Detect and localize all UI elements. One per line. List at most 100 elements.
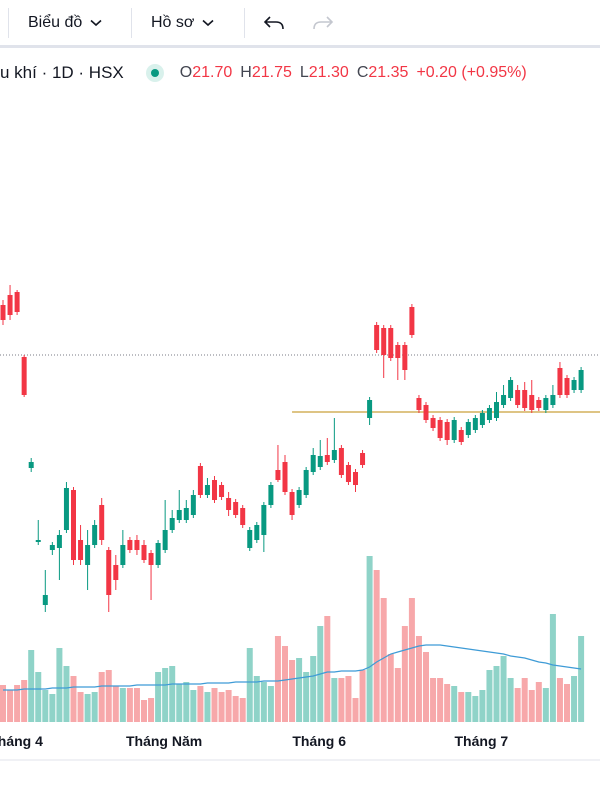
volume-bar (204, 692, 211, 722)
x-tick-label: Tháng 4 (0, 733, 43, 749)
candle-body (423, 405, 429, 420)
symbol: u khí · 1D · HSX (0, 63, 124, 82)
candle-body (99, 505, 105, 540)
volume-bar (282, 646, 288, 722)
volume-bar (162, 668, 169, 722)
candle-body (120, 545, 126, 565)
separator (131, 8, 132, 38)
volume-bar (105, 670, 112, 722)
candle-body (219, 485, 225, 497)
separator (244, 8, 245, 38)
candle-body (254, 525, 260, 540)
undo-button[interactable] (263, 0, 285, 45)
volume-bar (359, 670, 366, 722)
candle-body (212, 480, 217, 500)
candle-body (550, 395, 556, 405)
volume-bar (303, 672, 310, 722)
toolbar: Biểu đồ Hồ sơ (0, 0, 600, 48)
volume-ma-line (3, 644, 582, 691)
chart-menu-label: Biểu đồ (28, 13, 83, 31)
candle-body (240, 508, 246, 525)
volume-bar (430, 678, 437, 722)
profile-menu-label: Hồ sơ (151, 13, 195, 31)
volume-bar (296, 658, 303, 722)
candle-body (486, 408, 492, 420)
candle-body (472, 418, 478, 430)
x-tick-label: Tháng Năm (126, 733, 202, 749)
volume-bar (183, 682, 190, 722)
redo-icon (313, 15, 334, 29)
volume-bar (571, 676, 578, 722)
volume-bar (91, 692, 98, 722)
volume-bar (225, 690, 232, 722)
volume-bar (197, 686, 204, 722)
volume-bar (549, 614, 556, 722)
volume-bar (366, 556, 373, 722)
candle-body (113, 565, 119, 580)
volume-bar (126, 688, 133, 722)
candle-body (197, 466, 203, 495)
ohlc-value: 21.70 (192, 64, 233, 81)
candle-body (134, 540, 140, 550)
candle-body (190, 495, 196, 515)
candle-body (360, 453, 366, 465)
volume-bar (98, 672, 105, 722)
volume-bar (521, 678, 528, 722)
candle-body (127, 540, 133, 550)
candle-body (578, 370, 584, 390)
volume-bar (324, 616, 331, 722)
volume-bar (289, 660, 296, 722)
redo-button[interactable] (312, 0, 334, 45)
chevron-icon (202, 19, 214, 26)
volume-bar (133, 688, 140, 722)
candle-body (261, 505, 267, 535)
status-dot (145, 64, 164, 82)
volume-bar (148, 698, 155, 722)
candle-body (353, 472, 358, 485)
candle-body (465, 422, 471, 435)
volume-bar (112, 686, 119, 722)
candle-body (374, 325, 380, 350)
candle-body (0, 305, 6, 320)
volume-bar (415, 636, 422, 722)
candle-body (444, 422, 450, 440)
candle-body (162, 530, 168, 550)
candle-body (317, 456, 323, 467)
volume-bar (267, 686, 274, 722)
chart-menu[interactable]: Biểu đồ (28, 0, 102, 45)
ohlc-value: 21.35 (368, 64, 409, 81)
volume-bar (84, 694, 91, 722)
candle-body (268, 485, 274, 505)
volume-bar (479, 690, 486, 722)
candle-body (282, 462, 288, 492)
candle-body (92, 525, 98, 545)
ohlc-label: O (179, 64, 193, 81)
candle-body (522, 390, 528, 408)
candle-body (529, 395, 535, 410)
volume-bar (345, 676, 352, 722)
candle-body (169, 518, 175, 530)
candle-body (49, 545, 55, 550)
candle-body (71, 490, 76, 560)
volume-bar (253, 676, 260, 722)
candle-body (479, 413, 485, 425)
volume-bar (63, 666, 70, 722)
candle-body (176, 510, 182, 520)
candle-body (409, 307, 415, 335)
candle-body (331, 450, 337, 460)
candle-body (338, 448, 344, 475)
volume-bar (260, 682, 267, 722)
volume-bar (437, 678, 444, 722)
candle-body (7, 295, 13, 315)
candle-body (494, 402, 499, 418)
volume-bar (141, 700, 147, 722)
candle-body (508, 380, 514, 398)
candle-body (303, 470, 309, 495)
candle-body (557, 368, 563, 395)
chevron-icon (90, 19, 102, 26)
candle-body (233, 502, 239, 515)
ohlc-value: 21.75 (251, 64, 292, 81)
volume-bar (408, 598, 415, 722)
profile-menu[interactable]: Hồ sơ (151, 0, 214, 45)
